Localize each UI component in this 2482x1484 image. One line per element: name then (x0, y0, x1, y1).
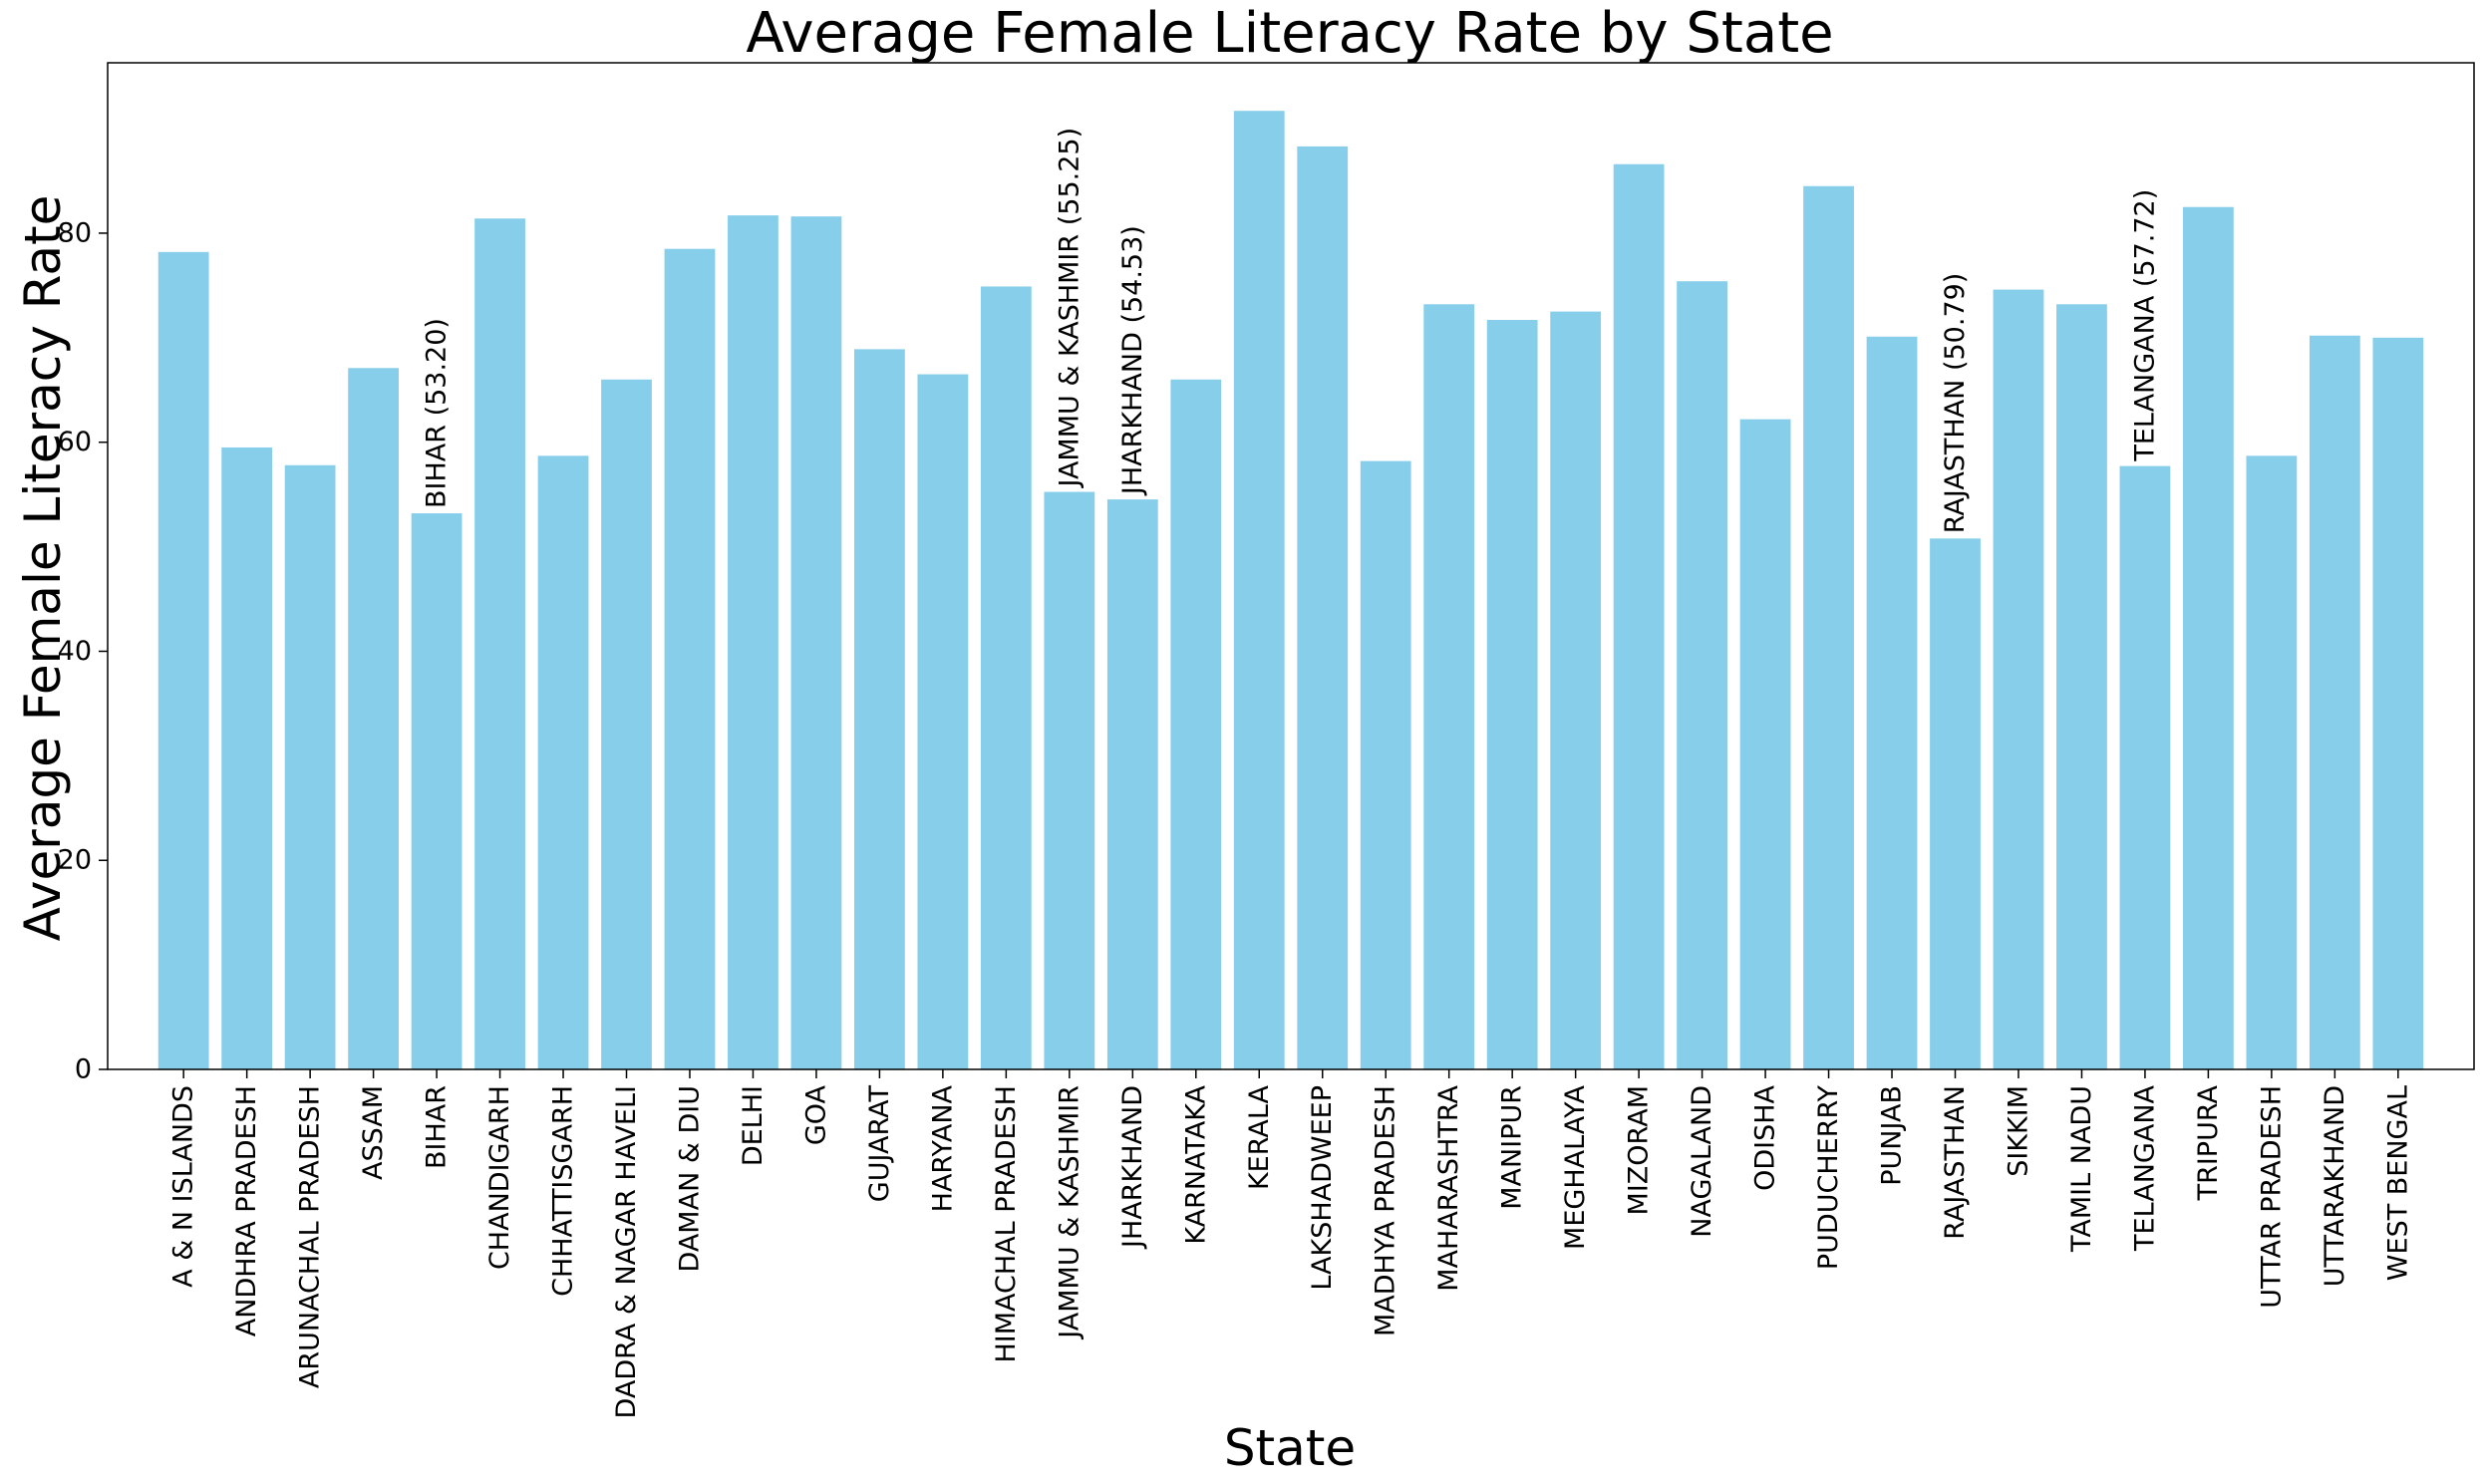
bar-annotation: BIHAR (53.20) (422, 318, 453, 508)
bar-himachal-pradesh (980, 286, 1032, 1069)
x-tick-label: MAHARASHTRA (1433, 1084, 1464, 1291)
bar-annotation: RAJASTHAN (50.79) (1940, 273, 1971, 534)
bar-chhattisgarh (537, 455, 589, 1070)
bar-uttar-pradesh (2246, 455, 2298, 1070)
x-tick-label: MANIPUR (1497, 1085, 1528, 1210)
x-tick-label: JAMMU & KASHMIR (1054, 1085, 1085, 1340)
x-tick-label: KERALA (1244, 1084, 1275, 1190)
bar-nagaland (1677, 281, 1727, 1069)
annotations-group: BIHAR (53.20) JAMMU & KASHMIR (55.25) JHAR… (422, 128, 2161, 533)
bar-annotation: TELANGANA (57.72) (2129, 189, 2160, 462)
x-tick-label: ASSAM (358, 1085, 389, 1180)
bar-odisha (1739, 419, 1791, 1069)
x-tick-label: A & N ISLANDS (168, 1085, 199, 1288)
bar-annotation: JAMMU & KASHMIR (55.25) (1054, 128, 1085, 489)
x-tick-label: UTTAR PRADESH (2256, 1085, 2287, 1309)
bar-bihar (411, 513, 463, 1069)
bars-group (157, 111, 2424, 1070)
y-tick-label: 0 (75, 1054, 92, 1085)
bar-telangana (2119, 465, 2171, 1069)
x-tick-label: PUDUCHERRY (1813, 1085, 1844, 1271)
x-tick-label: DAMAN & DIU (674, 1085, 705, 1272)
chart-title: Average Female Literacy Rate by State (746, 1, 1833, 66)
x-axis-label: State (1224, 1419, 1356, 1477)
bar-puducherry (1803, 185, 1854, 1069)
x-tick-label: SIKKIM (2003, 1085, 2033, 1177)
x-tick-label: MEGHALAYA (1560, 1084, 1591, 1249)
x-tick-label: TRIPURA (2193, 1084, 2224, 1201)
bar-haryana (917, 374, 969, 1069)
bar-meghalaya (1550, 311, 1602, 1069)
x-tick-label: LAKSHADWEEP (1307, 1085, 1338, 1291)
x-tick-label: NAGALAND (1687, 1085, 1717, 1238)
bar-jammu-kashmir (1044, 491, 1095, 1069)
x-tick-label: BIHAR (422, 1085, 453, 1169)
y-tick-label: 40 (58, 636, 92, 667)
y-tick-label: 80 (58, 217, 92, 248)
bar-daman-diu (664, 248, 716, 1069)
x-tick-label: DELHI (738, 1085, 769, 1166)
x-tick-label: UTTARAKHAND (2320, 1085, 2350, 1287)
bar-assam (348, 368, 399, 1069)
x-tick-label: GOA (800, 1084, 831, 1145)
bar-chandigarh (474, 218, 525, 1069)
x-tick-label: ODISHA (1750, 1084, 1781, 1190)
bar-dadra-nagar-haveli (601, 379, 652, 1069)
bar-madhya-pradesh (1360, 460, 1411, 1070)
bar-maharashtra (1423, 304, 1475, 1069)
bar-delhi (728, 215, 778, 1069)
bar-andhra-pradesh (221, 446, 273, 1069)
bar-goa (790, 216, 842, 1070)
bar-uttarakhand (2309, 335, 2360, 1070)
x-tick-label: RAJASTHAN (1940, 1085, 1971, 1240)
bar-rajasthan (1930, 538, 1981, 1069)
bar-mizoram (1613, 163, 1665, 1070)
x-tick-label: TAMIL NADU (2066, 1085, 2097, 1253)
x-tick-label: ANDHRA PRADESH (231, 1085, 262, 1336)
y-tick-label: 60 (58, 427, 92, 457)
x-tick-label: KARNATAKA (1180, 1084, 1211, 1244)
x-tick-label: JHARKHAND (1117, 1085, 1148, 1250)
y-tick-label: 20 (58, 845, 92, 876)
x-tick-label: WEST BENGAL (2382, 1085, 2413, 1281)
x-tick-label: PUNJAB (1877, 1085, 1908, 1186)
bar-west-bengal (2372, 337, 2424, 1069)
x-tick-label: TELANGANA (2129, 1084, 2160, 1251)
bar-tripura (2183, 206, 2234, 1069)
x-tick-label: CHANDIGARH (484, 1085, 515, 1270)
x-tick-label: HIMACHAL PRADESH (991, 1085, 1022, 1363)
bar-kerala (1233, 111, 1285, 1070)
x-tick-label: DADRA & NAGAR HAVELI (611, 1085, 642, 1418)
bar-annotation: JHARKHAND (54.53) (1117, 225, 1148, 496)
x-tick-label: CHHATTISGARH (548, 1085, 579, 1297)
bar-manipur (1486, 320, 1538, 1069)
bar-karnataka (1170, 379, 1222, 1069)
bar-tamil-nadu (2056, 304, 2107, 1069)
x-tick-label: MADHYA PRADESH (1371, 1085, 1401, 1336)
x-tick-label: GUJARAT (864, 1085, 895, 1203)
x-tick-label: ARUNACHAL PRADESH (295, 1085, 326, 1388)
bar-arunachal-pradesh (284, 464, 336, 1069)
bar-jharkhand (1106, 499, 1158, 1069)
x-ticks-group: A & N ISLANDS ANDHRA PRADESH ARUNACHAL PRA… (168, 1069, 2413, 1418)
bar-a-n-islands (157, 251, 209, 1069)
bar-sikkim (1993, 289, 2044, 1070)
x-tick-label: HARYANA (927, 1084, 958, 1212)
bar-lakshadweep (1297, 146, 1349, 1069)
y-ticks-group: 0 20 40 60 80 (58, 217, 108, 1085)
x-tick-label: MIZORAM (1624, 1085, 1655, 1215)
bar-punjab (1866, 336, 1918, 1069)
plot-frame (107, 62, 2475, 1070)
y-axis-label: Average Female Literacy Rate (14, 195, 72, 942)
bar-gujarat (854, 349, 905, 1069)
